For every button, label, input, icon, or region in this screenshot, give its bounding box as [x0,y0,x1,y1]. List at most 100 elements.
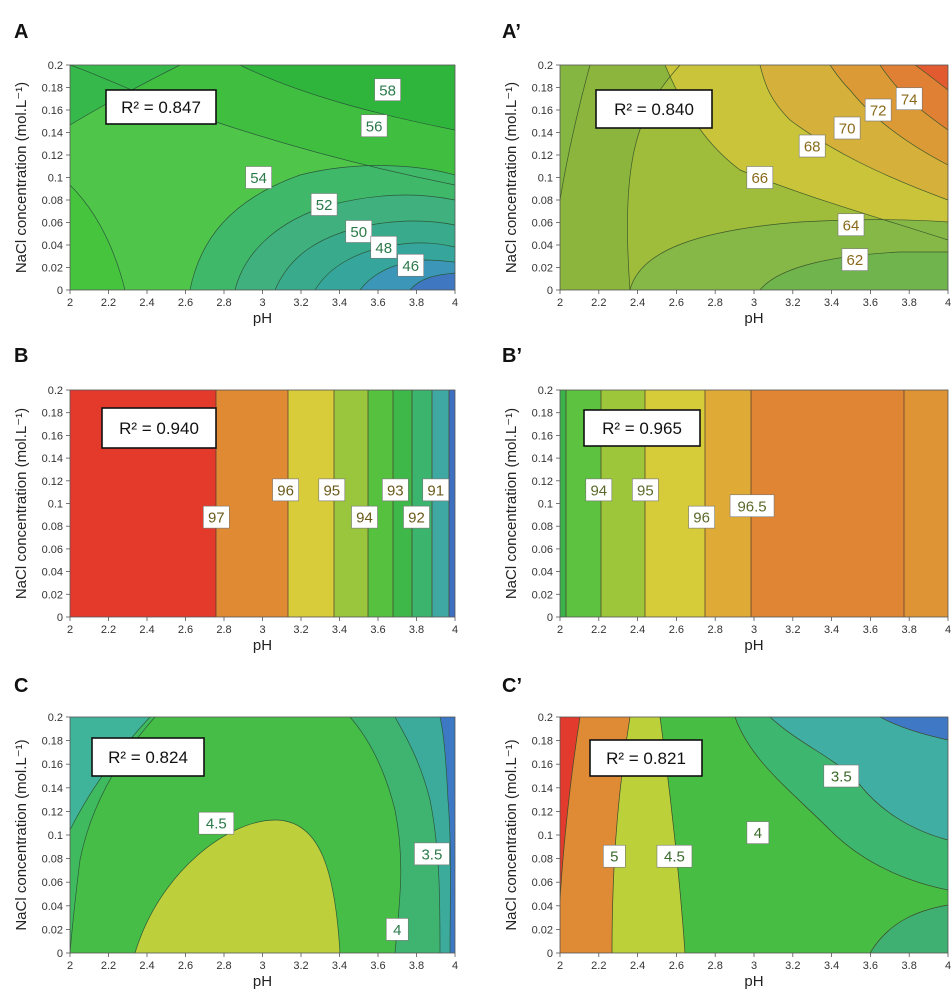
x-tick-label: 3.2 [293,624,308,636]
contour-label: 66 [751,170,768,187]
r2-label: R² = 0.840 [614,100,694,119]
x-tick-label: 2.4 [630,960,645,972]
contour-label: 94 [356,510,373,527]
x-tick-label: 2.6 [178,624,193,636]
y-tick-label: 0.04 [532,240,553,252]
panel-2: 2 2.2 2.4 2.6 2.8 3 3.2 3.4 3.6 3.8 4 0 0.02 0.04 0.06… [13,345,458,654]
x-tick-label: 2.4 [630,624,645,636]
x-tick-label: 2.4 [139,624,154,636]
x-axis-label: pH [744,973,763,990]
y-tick-label: 0.1 [48,173,63,185]
y-tick-label: 0.06 [42,877,63,889]
y-tick-label: 0.06 [532,218,553,230]
x-tick-label: 2.6 [178,960,193,972]
contour-label: 95 [323,482,340,499]
y-tick-label: 0.02 [42,924,63,936]
contour-label-box [688,505,715,529]
x-tick-label: 2.2 [591,297,606,309]
contour-label-box [746,166,774,189]
y-tick-label: 0.08 [42,195,63,207]
x-tick-label: 3.2 [293,297,308,309]
y-tick-label: 0.02 [532,263,553,275]
x-tick-label: 2.6 [669,624,684,636]
panel-label: B [14,345,28,367]
contour-label-box [203,505,230,529]
y-tick-label: 0.16 [532,105,553,117]
contour-label-box [746,821,770,844]
contour-label-box [656,844,693,868]
r2-label: R² = 0.940 [119,419,199,438]
y-tick-label: 0.06 [42,218,63,230]
y-tick-label: 0.2 [48,712,63,724]
x-tick-label: 3.2 [785,297,800,309]
contour-label: 91 [427,482,444,499]
x-tick-label: 2.8 [708,297,723,309]
contour-label-box [841,248,869,271]
y-tick-label: 0.04 [532,901,553,913]
contour-label: 92 [408,510,425,527]
x-tick-label: 2.4 [630,297,645,309]
x-tick-label: 2.4 [139,960,154,972]
x-tick-label: 3.4 [824,624,839,636]
y-tick-label: 0.14 [532,128,553,140]
contour-label: 96 [693,510,710,527]
contour-label-box [403,505,430,529]
y-tick-label: 0 [547,948,553,960]
r2-box [101,407,217,449]
contour-label: 68 [804,139,821,156]
y-tick-label: 0.16 [42,105,63,117]
y-tick-label: 0.06 [532,877,553,889]
y-tick-label: 0.2 [48,60,63,72]
contour-label: 48 [375,240,392,257]
contour-label-box [895,87,923,111]
x-tick-label: 3 [751,297,757,309]
y-tick-label: 0.16 [42,759,63,771]
x-tick-label: 3.6 [370,297,385,309]
y-axis-label: NaCl concentration (mol.L⁻¹) [503,82,520,273]
contour-label-box [603,844,626,868]
x-tick-label: 2 [557,624,563,636]
x-tick-label: 2.8 [216,960,231,972]
x-tick-label: 2.2 [101,297,116,309]
contour-label-box [351,505,378,529]
contour-label-box [374,78,401,102]
x-tick-label: 3.6 [370,624,385,636]
contour-label: 94 [590,482,607,499]
y-tick-label: 0.18 [42,83,63,95]
panel-4: 2 2.2 2.4 2.6 2.8 3 3.2 3.4 3.6 3.8 4 0 0.02 0.04 0.06… [13,675,458,990]
r2-box [595,89,713,129]
contour-label: 3.5 [831,769,852,786]
y-tick-label: 0 [57,285,63,297]
y-tick-label: 0.14 [42,128,63,140]
y-tick-label: 0.04 [42,901,63,913]
r2-label: R² = 0.965 [602,419,682,438]
x-tick-label: 2.6 [669,297,684,309]
y-tick-label: 0.12 [42,476,63,488]
x-tick-label: 3.6 [863,960,878,972]
panel-a-contour-fill [70,65,455,290]
y-tick-label: 0.02 [42,589,63,601]
contour-label: 93 [387,482,404,499]
x-tick-label: 3.2 [293,960,308,972]
panel-label: C [14,675,28,697]
contour-label: 4.5 [664,849,685,866]
contour-label: 50 [350,224,367,241]
contour-label: 95 [637,482,654,499]
x-tick-label: 3.8 [902,624,917,636]
x-tick-label: 3.4 [332,624,347,636]
y-tick-label: 0.1 [538,830,553,842]
y-axis-label: NaCl concentration (mol.L⁻¹) [13,408,30,599]
contour-label-box [370,235,398,259]
x-tick-label: 3.8 [409,960,424,972]
x-tick-label: 4 [452,297,458,309]
x-tick-label: 3 [259,297,265,309]
y-tick-label: 0.14 [532,453,553,465]
y-tick-label: 0.06 [42,544,63,556]
x-tick-label: 3.4 [824,960,839,972]
x-tick-label: 2.2 [101,960,116,972]
contour-label: 97 [208,510,225,527]
panel-c-contour-fill [70,717,455,953]
contour-label: 96.5 [737,498,766,515]
contour-label-box [385,918,409,941]
y-tick-label: 0.18 [532,83,553,95]
